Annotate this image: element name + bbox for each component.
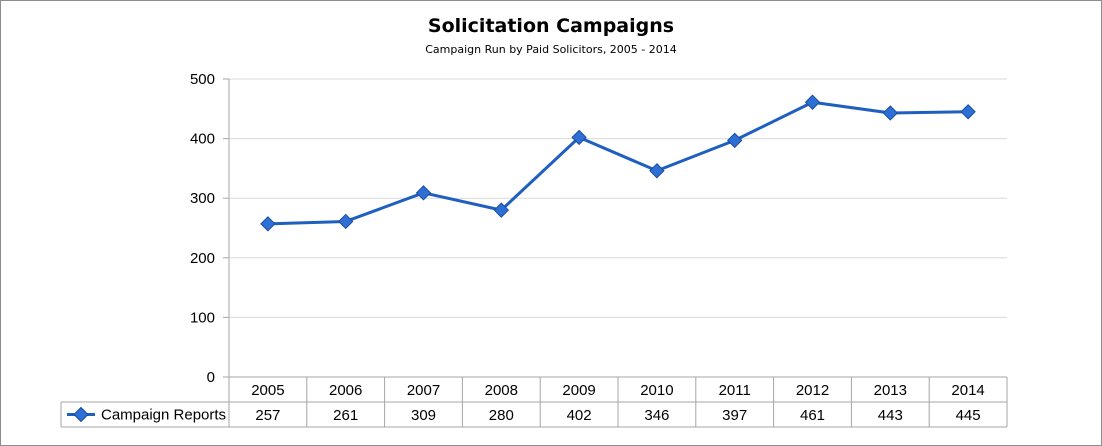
chart-subtitle: Campaign Run by Paid Solicitors, 2005 - … — [425, 43, 677, 56]
data-table-value: 309 — [411, 407, 436, 424]
legend-diamond-icon — [73, 406, 89, 423]
x-category-label: 2007 — [407, 382, 440, 399]
data-point-marker — [571, 129, 587, 146]
data-table-value: 280 — [489, 407, 514, 424]
x-category-label: 2011 — [719, 382, 751, 399]
chart-title: Solicitation Campaigns — [427, 15, 675, 37]
data-table-value: 461 — [800, 407, 825, 424]
data-table-value: 346 — [644, 407, 669, 424]
x-category-label: 2005 — [251, 382, 284, 399]
y-tick-label: 200 — [190, 250, 215, 267]
x-category-label: 2009 — [562, 382, 595, 399]
y-tick-label: 400 — [190, 131, 215, 148]
data-table-value: 402 — [567, 407, 592, 424]
data-table-value: 443 — [878, 407, 903, 424]
data-point-marker — [337, 213, 354, 230]
data-point-marker — [649, 163, 665, 179]
data-point-marker — [804, 94, 821, 110]
y-tick-label: 0 — [207, 369, 215, 386]
data-table-value: 261 — [333, 407, 358, 424]
data-point-marker — [493, 202, 510, 218]
data-point-marker — [882, 105, 899, 121]
x-category-label: 2010 — [640, 382, 673, 399]
data-point-marker — [260, 216, 276, 232]
x-category-label: 2012 — [796, 382, 829, 399]
x-category-label: 2006 — [329, 382, 362, 399]
data-point-marker — [960, 104, 976, 120]
data-table-value: 397 — [722, 407, 747, 424]
x-category-label: 2008 — [485, 382, 518, 399]
series-line — [267, 100, 969, 226]
x-category-label: 2013 — [874, 382, 907, 399]
data-point-marker — [415, 185, 432, 201]
data-table-value: 445 — [956, 407, 981, 424]
x-category-label: 2014 — [951, 382, 984, 399]
data-point-marker — [726, 132, 743, 149]
y-tick-label: 100 — [190, 309, 215, 326]
y-tick-label: 500 — [190, 71, 215, 88]
y-tick-label: 300 — [190, 190, 215, 207]
legend-label: Campaign Reports — [101, 407, 226, 424]
data-table-value: 257 — [255, 407, 280, 424]
